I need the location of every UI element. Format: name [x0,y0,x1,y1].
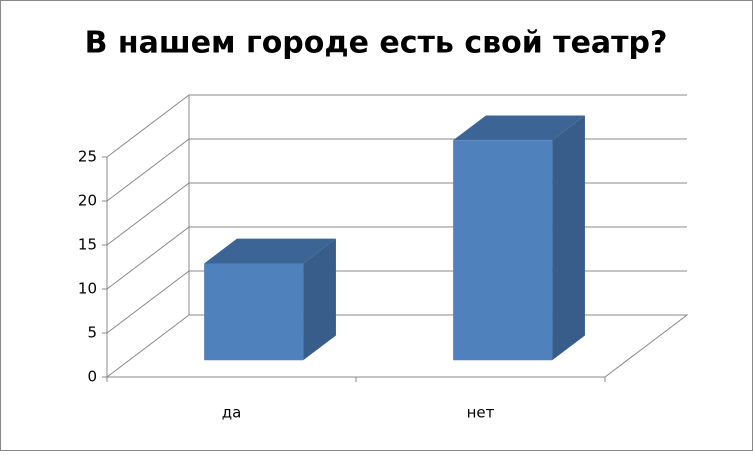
bar-top [453,115,585,141]
bar-top [204,238,336,264]
y-tick-label: 15 [78,236,97,254]
chart-title: В нашем городе есть свой театр? [85,26,668,61]
y-tick-label: 5 [87,324,97,342]
x-tick-label: нет [467,404,495,422]
bar-side [552,115,585,361]
y-tick-label: 20 [78,192,97,210]
bar-side [303,238,336,361]
y-tick-label: 0 [87,368,97,386]
y-tick-label: 10 [78,280,97,298]
y-tick-label: 25 [78,148,97,166]
x-tick-label: да [222,404,242,422]
bar [453,140,553,361]
bar [204,263,304,361]
